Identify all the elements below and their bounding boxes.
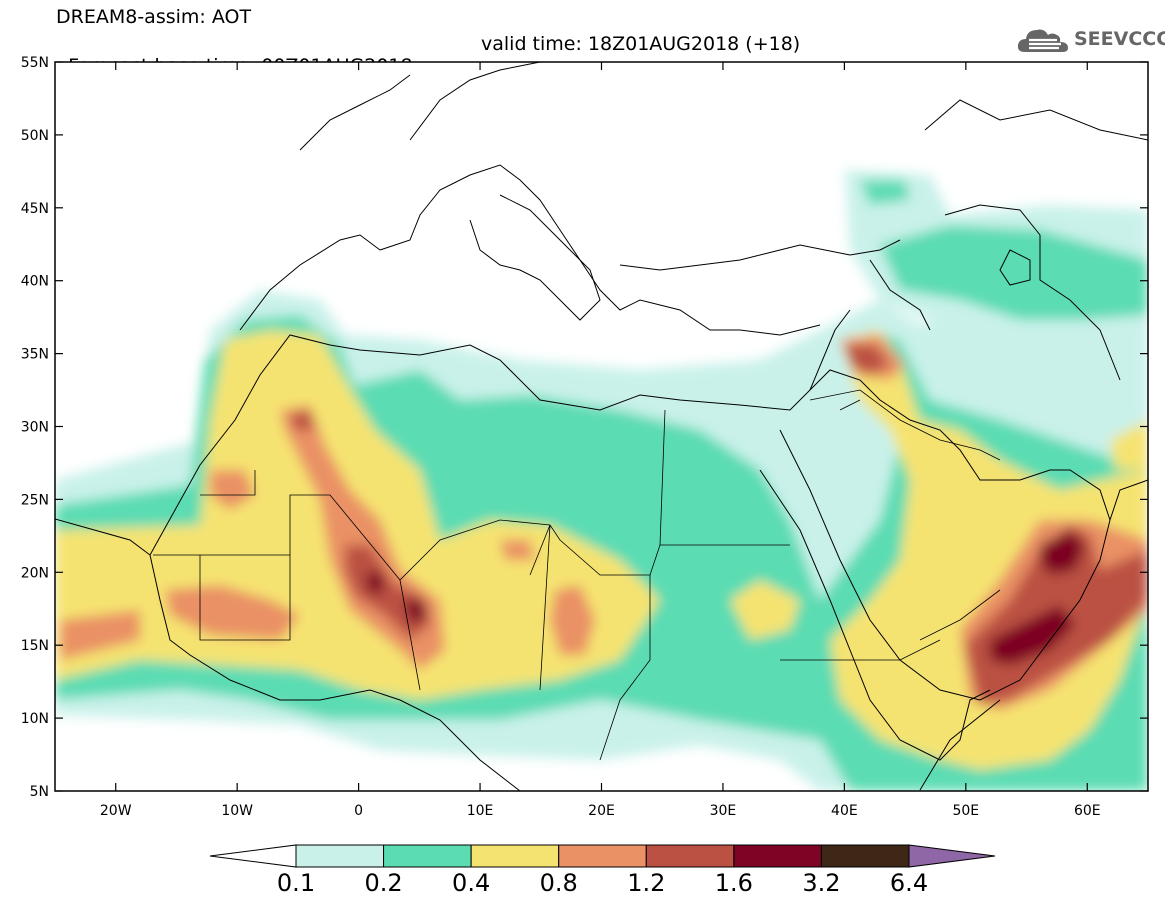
colorbar-segment (470, 844, 560, 868)
lat-label: 5N (30, 784, 49, 800)
colorbar-segment (558, 844, 647, 868)
lat-label: 35N (21, 347, 49, 363)
lon-label: 0 (354, 803, 363, 819)
colorbar-segment (820, 844, 910, 868)
lon-label: 20W (100, 803, 132, 819)
cloud-icon (1017, 29, 1068, 52)
axis-ticks (55, 61, 1148, 792)
colorbar-label: 1.6 (714, 869, 753, 897)
colorbar-segment (383, 844, 472, 868)
lat-label: 50N (21, 128, 49, 144)
colorbar-label: 0.2 (364, 869, 403, 897)
colorbar-segment (295, 844, 385, 868)
colorbar-max-arrow (908, 844, 996, 868)
colorbar-label: 0.8 (539, 869, 578, 897)
lat-label: 30N (21, 420, 49, 436)
colorbar-min-arrow (209, 844, 297, 868)
colorbar-segment (733, 844, 822, 868)
colorbar-label: 3.2 (802, 869, 841, 897)
lat-label: 15N (21, 638, 49, 654)
coastlines (55, 62, 1148, 791)
lat-label: 25N (21, 492, 49, 508)
lon-label: 10W (221, 803, 253, 819)
aot-field (55, 62, 1148, 791)
lat-label: 10N (21, 711, 49, 727)
map-title: DREAM8-assim: AOT (56, 6, 252, 28)
colorbar-label: 0.1 (276, 869, 316, 897)
colorbar-label: 1.2 (627, 869, 666, 897)
lat-label: 45N (21, 201, 49, 217)
colorbar-label: 0.4 (452, 869, 491, 897)
lat-label: 55N (21, 55, 49, 71)
lon-label: 40E (831, 803, 858, 819)
lon-label: 50E (952, 803, 979, 819)
colorbar-label: 6.4 (889, 869, 929, 897)
seevccc-logo: SEEVCCC (1017, 24, 1165, 58)
logo-text: SEEVCCC (1074, 28, 1165, 50)
colorbar (209, 844, 996, 868)
lat-label: 20N (21, 565, 49, 581)
lon-label: 20E (588, 803, 615, 819)
lon-label: 10E (467, 803, 494, 819)
lat-label: 40N (21, 274, 49, 290)
country-borders (153, 389, 1001, 761)
lon-label: 60E (1074, 803, 1101, 819)
axis-labels: 20W 10W 0 10E 20E 30E 40E 50E 60E 55N 50N 45N 40N 35N… (21, 55, 1101, 819)
valid-time: valid time: 18Z01AUG2018 (+18) (481, 33, 801, 55)
colorbar-segment (645, 844, 735, 868)
lon-label: 30E (710, 803, 737, 819)
